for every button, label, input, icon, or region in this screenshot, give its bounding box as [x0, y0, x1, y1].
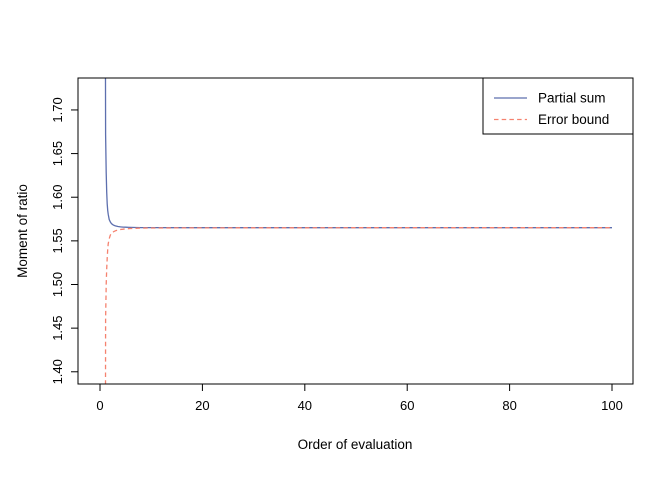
y-tick-label: 1.60	[50, 185, 65, 210]
series-line-partial-sum	[104, 78, 612, 229]
x-tick-label: 80	[502, 398, 516, 413]
x-tick-label: 20	[195, 398, 209, 413]
y-axis-title: Moment of ratio	[15, 184, 30, 278]
axes-layer: 0 20 40 60 80 100 1.40 1.45 1.50 1.55 1.60 1.65 1.70	[50, 77, 634, 413]
y-tick-label: 1.70	[50, 97, 65, 122]
y-tick-label: 1.40	[50, 359, 65, 384]
x-tick-label: 40	[298, 398, 312, 413]
plot-box	[77, 77, 634, 385]
x-tick-label: 100	[601, 398, 623, 413]
x-axis-title: Order of evaluation	[298, 437, 413, 452]
series-layer	[104, 78, 612, 384]
y-tick-label: 1.65	[50, 141, 65, 166]
y-tick-label: 1.50	[50, 272, 65, 297]
legend-box	[482, 77, 634, 135]
y-tick-label: 1.55	[50, 228, 65, 253]
x-tick-label: 0	[96, 398, 103, 413]
legend-label-error-bound: Error bound	[538, 112, 609, 127]
y-tick-label: 1.45	[50, 315, 65, 340]
legend-label-partial-sum: Partial sum	[538, 91, 606, 106]
legend: Partial sum Error bound	[482, 77, 634, 135]
x-tick-label: 60	[400, 398, 414, 413]
series-line-error-bound	[104, 227, 612, 384]
